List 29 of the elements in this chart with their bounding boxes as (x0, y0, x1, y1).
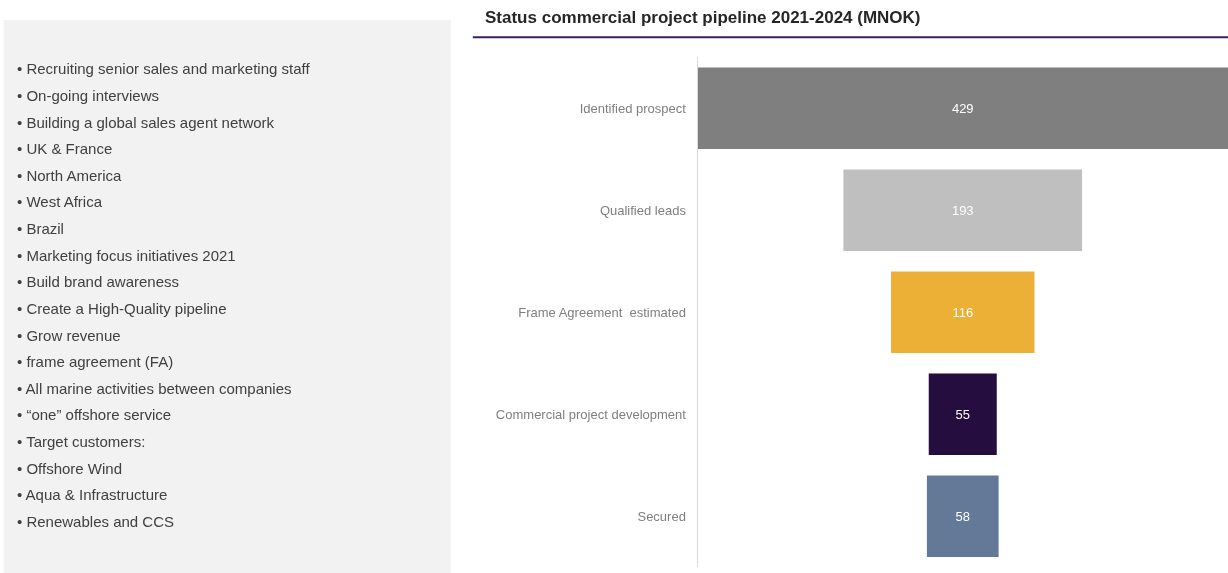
text: • Brazil (17, 220, 64, 237)
category-label: Frame Agreement estimated (518, 304, 686, 320)
text: • UK & France (17, 140, 113, 157)
data-label: 58 (955, 508, 970, 524)
text: • On-going interviews (17, 87, 159, 104)
text: • Building a global sales agent network (17, 114, 275, 131)
text: Status commercial project pipeline 2021-2024 (MNOK) (485, 8, 921, 27)
text: • frame agreement (FA) (17, 353, 174, 370)
text: • “one” offshore service (17, 406, 172, 423)
text: • North America (17, 167, 123, 184)
data-label: 193 (951, 202, 974, 218)
data-label: 55 (955, 406, 970, 422)
text: • Recruiting senior sales and marketing staff (17, 60, 311, 77)
data-label: 116 (952, 304, 974, 320)
category-label: Identified prospect (579, 100, 687, 116)
text: • Target customers: (17, 433, 146, 450)
text: • Build brand awareness (17, 273, 180, 290)
text: • Create a High-Quality pipeline (17, 300, 227, 317)
category-label: Commercial project development (495, 406, 687, 422)
text: • Grow revenue (17, 327, 121, 344)
text: • Renewables and CCS (17, 513, 175, 530)
text: • Aqua & Infrastructure (17, 486, 168, 503)
text: • West Africa (17, 193, 103, 210)
data-label: 429 (951, 100, 974, 116)
category-label: Qualified leads (599, 202, 687, 218)
text: • Offshore Wind (17, 460, 123, 477)
text: • Marketing focus initiatives 2021 (17, 247, 236, 264)
category-label: Secured (637, 508, 686, 524)
text: • All marine activities between companies (17, 380, 292, 397)
